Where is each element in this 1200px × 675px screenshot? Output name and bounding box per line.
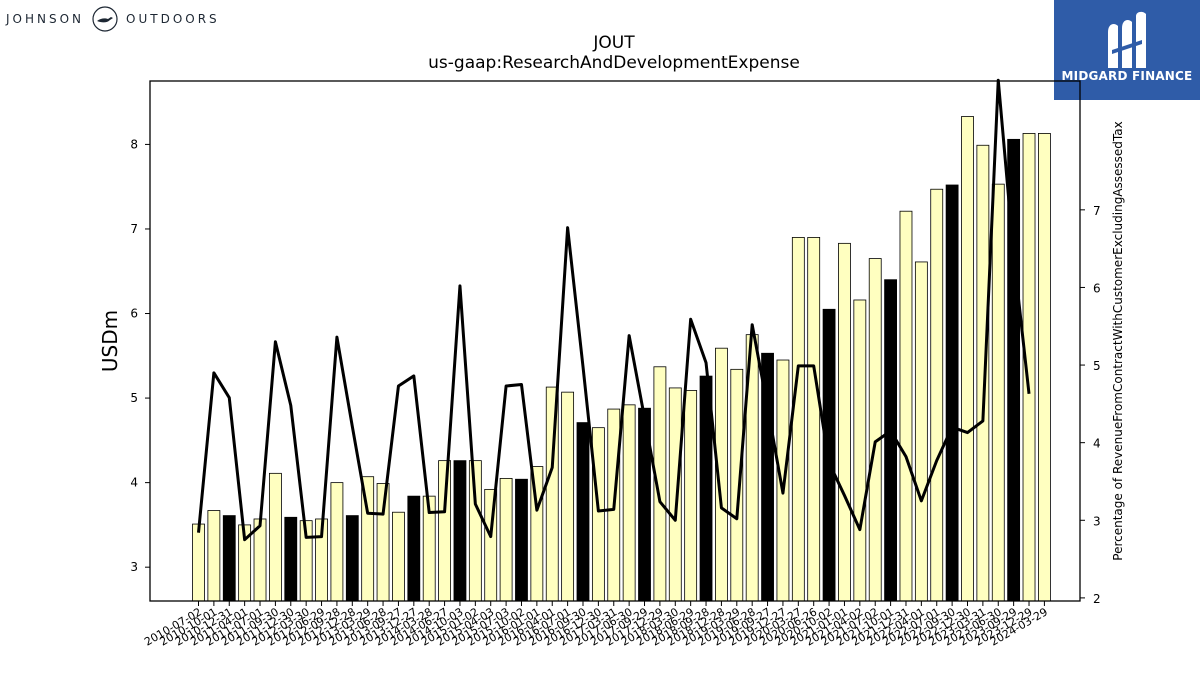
y-axis-label: USDm xyxy=(98,310,122,372)
bar-2022-07-01 xyxy=(930,188,944,602)
midgard-mark-icon xyxy=(1108,11,1146,68)
bar-2010-10-01 xyxy=(207,510,221,602)
logo-word-johnson: JOHNSON xyxy=(6,12,85,26)
bar-2023-03-31 xyxy=(976,144,990,602)
bar-2017-06-30 xyxy=(622,404,636,602)
bar-2013-09-27 xyxy=(392,511,405,602)
bar-2011-12-30 xyxy=(284,516,298,602)
bar-2010-07-02 xyxy=(192,523,205,602)
bar-2014-10-03 xyxy=(453,460,467,602)
bar-2012-12-28 xyxy=(345,515,359,602)
y-tick-label: 3 xyxy=(130,560,138,574)
bar-2015-01-02 xyxy=(468,460,482,602)
bar-2016-09-30 xyxy=(576,422,590,602)
bar-2023-06-30 xyxy=(991,183,1005,602)
bar-2013-06-28 xyxy=(376,483,390,602)
line-series xyxy=(197,78,1031,542)
y2-tick-label: 6 xyxy=(1093,281,1101,295)
y2-tick-label: 4 xyxy=(1093,437,1101,451)
y2-tick-label: 5 xyxy=(1093,359,1101,373)
y-axis-right: 2 3 4 5 6 7 xyxy=(1080,204,1101,606)
bar-2016-12-30 xyxy=(591,427,605,602)
johnson-outdoors-logo: JOHNSON OUTDOORS xyxy=(6,4,220,34)
y-tick-label: 6 xyxy=(130,307,138,321)
x-axis: 2010-07-022010-10-012010-12-312011-04-01… xyxy=(142,601,1050,649)
chart-subtitle: us-gaap:ResearchAndDevelopmentExpense xyxy=(428,53,800,73)
bar-2019-12-27 xyxy=(776,359,790,602)
y2-tick-label: 3 xyxy=(1093,514,1101,528)
y2-tick-label: 2 xyxy=(1093,592,1101,606)
logo-word-outdoors: OUTDOORS xyxy=(126,12,220,26)
bar-2019-03-29 xyxy=(730,368,744,602)
bar-2016-07-01 xyxy=(561,391,575,602)
bar-2011-09-30 xyxy=(268,472,282,602)
bar-2014-06-27 xyxy=(438,460,451,602)
loon-emblem-icon xyxy=(92,6,118,32)
bar-2018-03-30 xyxy=(668,387,682,602)
bar-2024-03-29 xyxy=(1038,133,1051,602)
y2-tick-label: 7 xyxy=(1093,204,1101,218)
chart-title: JOUT xyxy=(592,33,635,53)
bar-2021-04-02 xyxy=(853,299,867,602)
y-tick-label: 4 xyxy=(130,476,138,490)
y-tick-label: 5 xyxy=(130,391,138,405)
midgard-finance-logo: MIDGARD FINANCE xyxy=(1054,0,1200,100)
bar-2022-12-30 xyxy=(961,116,974,602)
bar-2020-03-27 xyxy=(791,237,805,602)
logo-name-text: MIDGARD FINANCE xyxy=(1061,69,1193,83)
y-axis-left: 3 4 5 6 7 8 xyxy=(130,137,150,574)
bar-series xyxy=(192,116,1051,602)
plot-frame xyxy=(149,80,1081,602)
bar-2022-09-30 xyxy=(945,184,959,602)
bar-2018-06-29 xyxy=(684,390,698,602)
bar-2021-01-01 xyxy=(838,242,851,602)
bar-2013-12-27 xyxy=(407,495,421,602)
bar-2015-10-02 xyxy=(515,478,528,602)
y-tick-label: 8 xyxy=(130,137,138,151)
y2-axis-label: Percentage of RevenueFromContractWithCus… xyxy=(1111,121,1125,560)
bar-2010-12-31 xyxy=(222,515,236,602)
bar-2020-06-26 xyxy=(807,237,821,602)
bar-2015-07-03 xyxy=(499,477,513,602)
bar-2012-09-28 xyxy=(330,482,344,602)
bar-2022-04-01 xyxy=(914,261,928,602)
bar-2021-12-31 xyxy=(899,210,913,602)
line-percentage-of-revenue xyxy=(197,78,1031,542)
y-tick-label: 7 xyxy=(130,222,138,236)
bar-2021-07-02 xyxy=(868,258,882,602)
